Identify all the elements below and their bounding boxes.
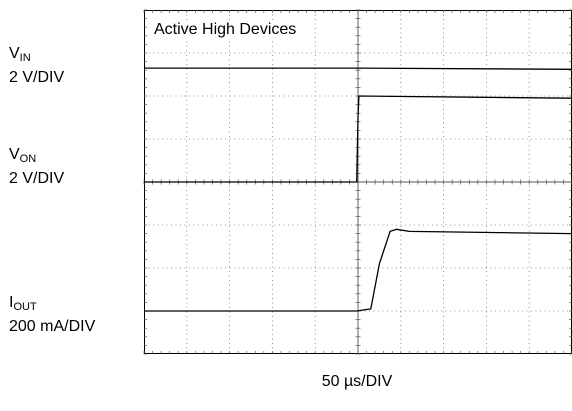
trace-iout xyxy=(144,228,572,312)
channel-label-von: VON 2 V/DIV xyxy=(9,146,65,187)
channel-label-vin: VIN 2 V/DIV xyxy=(9,45,65,86)
channel-label-iout: IOUT 200 mA/DIV xyxy=(9,294,96,335)
trace-von xyxy=(144,95,572,183)
channel-scale-vin: 2 V/DIV xyxy=(9,69,65,86)
channel-scale-von: 2 V/DIV xyxy=(9,170,65,187)
time-scale-label: 50 µs/DIV xyxy=(321,373,393,390)
trace-group xyxy=(144,67,572,312)
chart-annotation: Active High Devices xyxy=(151,20,300,40)
trace-vin xyxy=(144,67,572,70)
channel-scale-iout: 200 mA/DIV xyxy=(9,318,96,335)
